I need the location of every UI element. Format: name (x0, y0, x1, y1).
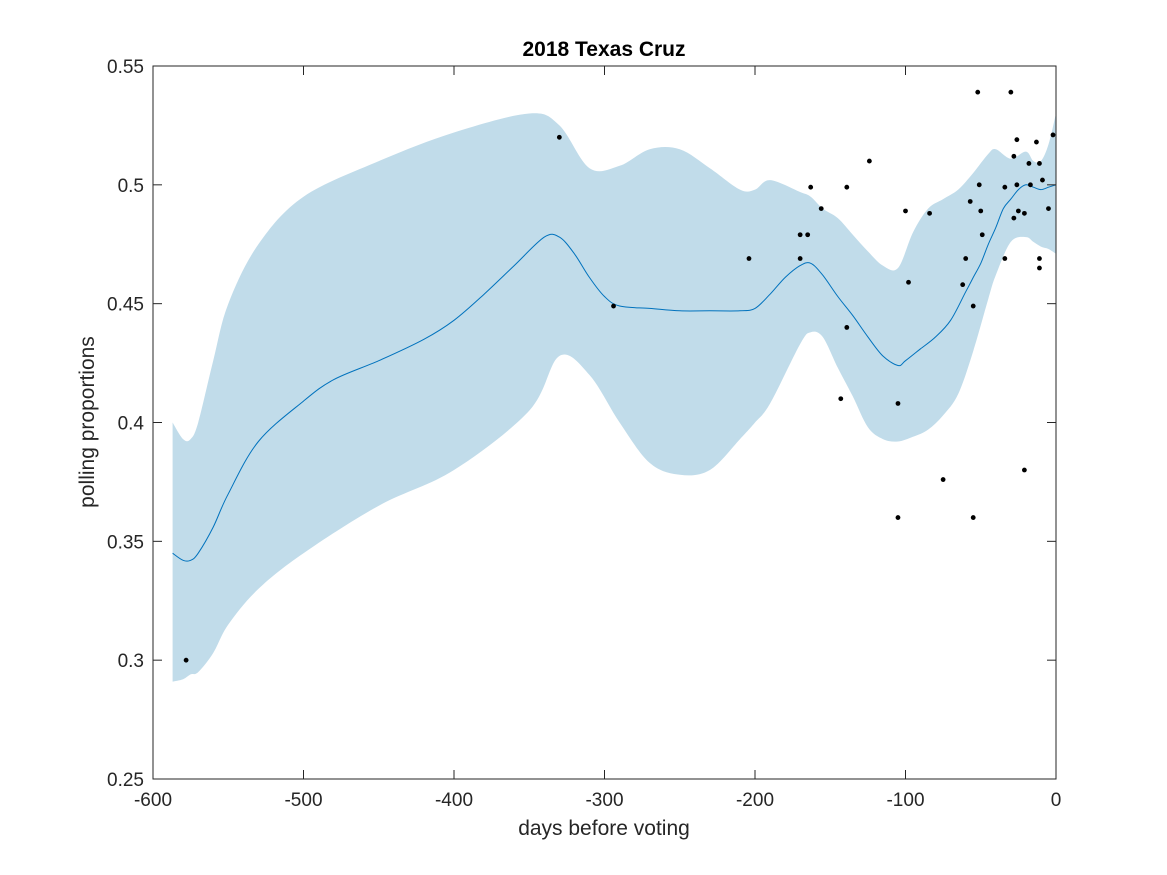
poll-point (1046, 206, 1051, 212)
poll-point (975, 89, 981, 95)
poll-point (1037, 256, 1042, 261)
poll-point (1011, 215, 1017, 221)
poll-point (1002, 256, 1008, 261)
plot-area (172, 89, 1057, 682)
axes: -600 -500 -400 -300 -200 -100 0 0.25 0.3 0.35 0.4 0… (107, 57, 1061, 811)
poll-point (1015, 208, 1021, 214)
poll-point (1050, 132, 1056, 138)
poll-point (970, 303, 976, 309)
poll-point (556, 134, 562, 140)
x-tick-label: -100 (886, 790, 924, 811)
y-tick-label: 0.45 (107, 295, 144, 316)
poll-point (1008, 89, 1014, 95)
x-tick-label: -600 (134, 790, 172, 811)
y-tick-label: 0.5 (118, 176, 144, 197)
poll-point (895, 515, 901, 520)
poll-point (838, 396, 844, 402)
y-tick-label: 0.25 (107, 770, 144, 791)
x-tick-label: -400 (435, 790, 473, 811)
poll-point (895, 401, 901, 406)
poll-point (976, 182, 982, 188)
x-tick-label: 0 (1051, 790, 1062, 811)
poll-point (1021, 210, 1027, 216)
x-tick-label: -200 (736, 790, 774, 811)
y-tick-label: 0.35 (107, 532, 144, 553)
poll-point (960, 282, 966, 288)
poll-point (818, 206, 824, 212)
poll-point (1040, 177, 1045, 183)
poll-point (940, 477, 946, 482)
poll-point (1011, 153, 1017, 159)
poll-points (183, 89, 1056, 663)
x-tick-label: -300 (585, 790, 623, 811)
y-tick-label: 0.3 (118, 651, 144, 672)
poll-point (906, 279, 911, 285)
x-axis-label: days before voting (518, 817, 690, 840)
poll-point (1002, 184, 1008, 190)
fit-line (172, 184, 1057, 562)
y-tick-label: 0.55 (107, 57, 144, 78)
poll-point (611, 303, 616, 309)
y-tick-label: 0.4 (118, 414, 145, 435)
poll-point (844, 325, 850, 330)
poll-point (1037, 161, 1042, 166)
poll-point (979, 232, 985, 238)
chart-title: 2018 Texas Cruz (522, 38, 685, 61)
poll-point (808, 184, 814, 190)
poll-point (844, 184, 850, 190)
poll-point (1037, 265, 1042, 271)
poll-point (970, 515, 976, 520)
poll-point (866, 158, 872, 164)
x-tick-label: -500 (284, 790, 322, 811)
poll-point (963, 256, 969, 261)
poll-point (1014, 182, 1020, 188)
poll-point (1014, 137, 1020, 143)
y-axis-label: polling proportions (76, 336, 99, 508)
poll-point (746, 256, 752, 261)
poll-point (927, 210, 932, 216)
poll-point (805, 232, 811, 238)
confidence-band (172, 113, 1057, 682)
poll-point (1026, 161, 1032, 166)
poll-point (1021, 467, 1027, 473)
poll-point (797, 256, 803, 261)
poll-point (967, 199, 973, 204)
poll-point (1028, 182, 1033, 188)
poll-point (797, 232, 803, 238)
poll-point (903, 208, 908, 214)
poll-point (978, 208, 984, 214)
poll-point (1034, 139, 1039, 145)
poll-point (183, 657, 189, 663)
